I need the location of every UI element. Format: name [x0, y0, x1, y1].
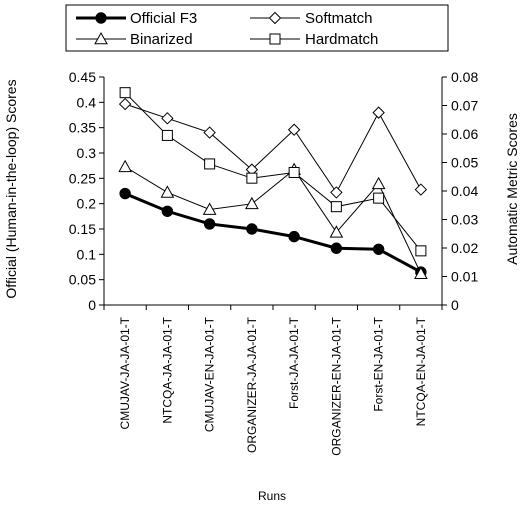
- x-tick-label: ORGANIZER-JA-JA-01-T: [245, 316, 259, 453]
- series-line-hardmatch: [124, 92, 422, 252]
- y-tick-label-right: 0.02: [451, 240, 478, 256]
- y-tick-label-left: 0.35: [69, 120, 96, 136]
- data-point-hardmatch: [161, 129, 173, 141]
- y-tick-label-left: 0.2: [77, 196, 97, 212]
- data-point-softmatch: [118, 97, 132, 111]
- y-tick-label-right: 0.04: [451, 183, 478, 199]
- y-tick-label-right: 0.06: [451, 126, 478, 142]
- data-point-hardmatch: [119, 87, 131, 99]
- y-tick-label-left: 0.1: [77, 246, 97, 262]
- data-point-binarized: [414, 266, 428, 279]
- x-tick-label: NTCQA-EN-JA-01-T: [414, 316, 428, 426]
- data-point-binarized: [160, 185, 175, 198]
- data-point-hardmatch: [415, 245, 427, 257]
- y-tick-label-right: 0.01: [451, 269, 478, 285]
- data-point-hardmatch: [373, 192, 385, 204]
- series-line-binarized: [124, 166, 422, 274]
- y-axis-title-right: Automatic Metric Scores: [504, 113, 520, 265]
- legend: [76, 11, 300, 45]
- y-tick-label-right: 0.05: [451, 155, 478, 171]
- legend-marker-softmatch: [268, 11, 282, 25]
- data-point-official-f3: [330, 242, 343, 254]
- y-tick-label-right: 0.03: [451, 212, 478, 228]
- x-tick-label: ORGANIZER-EN-JA-01-T: [329, 316, 343, 455]
- series-line-softmatch: [124, 103, 422, 194]
- data-point-softmatch: [161, 112, 174, 125]
- data-point-hardmatch: [204, 158, 216, 170]
- x-tick-label: CMUJAV-EN-JA-01-T: [203, 316, 217, 432]
- legend-marker-binarized: [94, 31, 108, 45]
- legend-label-hardmatch: Hardmatch: [305, 31, 378, 48]
- y-tick-label-left: 0.05: [69, 272, 96, 288]
- y-tick-label-left: 0.45: [69, 69, 96, 85]
- plot-area: 0 0.05 0.1 0.15 0.2 0.25 0.3 0.35 0.4 0.45 0 0.01 0.…: [69, 69, 479, 456]
- y-tick-label-right: 0.07: [451, 98, 478, 114]
- legend-marker-hardmatch: [269, 33, 281, 45]
- x-axis-title: Runs: [258, 489, 286, 503]
- x-tick-label: CMUJAV-JA-JA-01-T: [118, 316, 132, 429]
- data-point-softmatch: [287, 123, 301, 136]
- data-point-binarized: [371, 176, 386, 190]
- y-tick-label-right: 0: [451, 297, 459, 313]
- data-point-binarized: [245, 196, 259, 210]
- y-tick-label-left: 0: [88, 297, 96, 313]
- data-point-hardmatch: [288, 166, 300, 178]
- data-point-official-f3: [119, 187, 131, 200]
- data-point-hardmatch: [330, 201, 342, 213]
- y-tick-label-left: 0.15: [69, 221, 96, 237]
- data-point-binarized: [202, 202, 217, 215]
- data-point-softmatch: [414, 183, 428, 196]
- legend-label-binarized: Binarized: [130, 31, 193, 48]
- legend-label-official-f3: Official F3: [130, 10, 197, 27]
- data-point-official-f3: [372, 243, 385, 255]
- data-point-official-f3: [203, 218, 216, 230]
- data-point-hardmatch: [246, 172, 258, 184]
- data-point-softmatch: [330, 186, 343, 199]
- y-tick-label-left: 0.3: [77, 145, 97, 161]
- legend-box: [65, 4, 449, 52]
- series-line-official-f3: [124, 192, 422, 274]
- data-point-softmatch: [203, 126, 216, 139]
- y-tick-label-right: 0.08: [451, 69, 478, 85]
- data-point-binarized: [329, 225, 344, 238]
- x-tick-label: NTCQA-JA-JA-01-T: [160, 316, 174, 423]
- data-point-official-f3: [161, 205, 174, 217]
- y-axis-title-left: Official (Human-in-the-loop) Scores: [3, 79, 19, 298]
- y-tick-label-left: 0.4: [77, 94, 97, 110]
- x-tick-label: Forst-EN-JA-01-T: [372, 316, 386, 411]
- data-point-binarized: [118, 159, 132, 173]
- legend-marker-official-f3: [95, 12, 107, 24]
- data-point-official-f3: [246, 223, 258, 235]
- x-tick-label: Forst-JA-JA-01-T: [287, 316, 301, 409]
- legend-label-softmatch: Softmatch: [305, 10, 373, 27]
- data-point-official-f3: [288, 230, 300, 243]
- data-point-softmatch: [372, 106, 385, 119]
- y-tick-label-left: 0.25: [69, 170, 96, 186]
